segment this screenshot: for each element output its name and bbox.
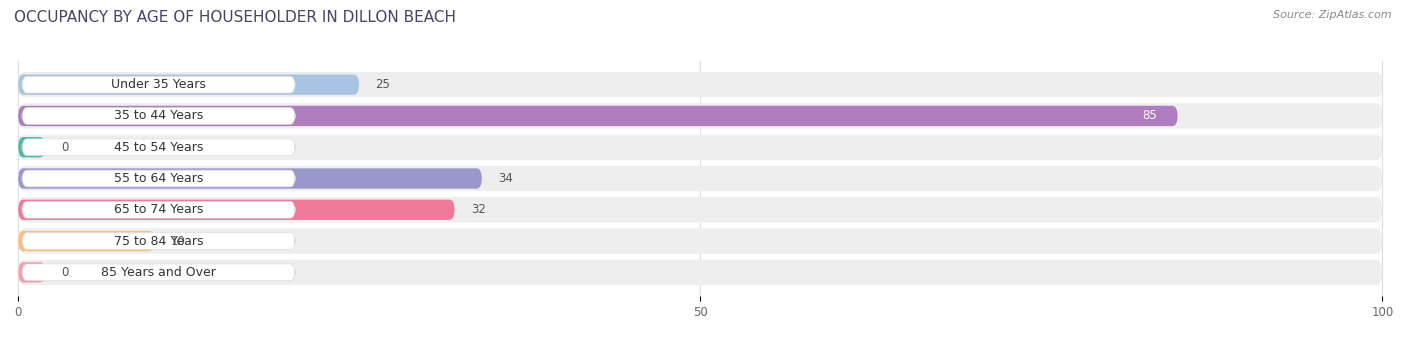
Text: 34: 34	[498, 172, 513, 185]
Text: 55 to 64 Years: 55 to 64 Years	[114, 172, 204, 185]
Text: 75 to 84 Years: 75 to 84 Years	[114, 235, 204, 248]
Text: 85 Years and Over: 85 Years and Over	[101, 266, 217, 279]
FancyBboxPatch shape	[18, 168, 482, 189]
FancyBboxPatch shape	[22, 264, 295, 281]
Text: 0: 0	[62, 266, 69, 279]
FancyBboxPatch shape	[22, 107, 295, 124]
Text: OCCUPANCY BY AGE OF HOUSEHOLDER IN DILLON BEACH: OCCUPANCY BY AGE OF HOUSEHOLDER IN DILLO…	[14, 10, 456, 25]
FancyBboxPatch shape	[18, 72, 1382, 97]
FancyBboxPatch shape	[18, 166, 1382, 191]
Text: 45 to 54 Years: 45 to 54 Years	[114, 141, 204, 154]
Text: Source: ZipAtlas.com: Source: ZipAtlas.com	[1274, 10, 1392, 20]
FancyBboxPatch shape	[18, 74, 359, 95]
FancyBboxPatch shape	[18, 200, 454, 220]
FancyBboxPatch shape	[22, 139, 295, 156]
Text: 35 to 44 Years: 35 to 44 Years	[114, 109, 204, 122]
Text: Under 35 Years: Under 35 Years	[111, 78, 207, 91]
Text: 25: 25	[375, 78, 391, 91]
Text: 65 to 74 Years: 65 to 74 Years	[114, 203, 204, 216]
FancyBboxPatch shape	[18, 197, 1382, 222]
FancyBboxPatch shape	[18, 103, 1382, 129]
Text: 0: 0	[62, 141, 69, 154]
FancyBboxPatch shape	[18, 106, 1178, 126]
Text: 32: 32	[471, 203, 486, 216]
FancyBboxPatch shape	[22, 201, 295, 218]
FancyBboxPatch shape	[22, 233, 295, 250]
FancyBboxPatch shape	[18, 262, 45, 283]
Text: 85: 85	[1143, 109, 1157, 122]
FancyBboxPatch shape	[18, 260, 1382, 285]
FancyBboxPatch shape	[22, 76, 295, 93]
FancyBboxPatch shape	[18, 228, 1382, 254]
Text: 10: 10	[172, 235, 186, 248]
FancyBboxPatch shape	[18, 231, 155, 251]
FancyBboxPatch shape	[22, 170, 295, 187]
FancyBboxPatch shape	[18, 135, 1382, 160]
FancyBboxPatch shape	[18, 137, 45, 157]
